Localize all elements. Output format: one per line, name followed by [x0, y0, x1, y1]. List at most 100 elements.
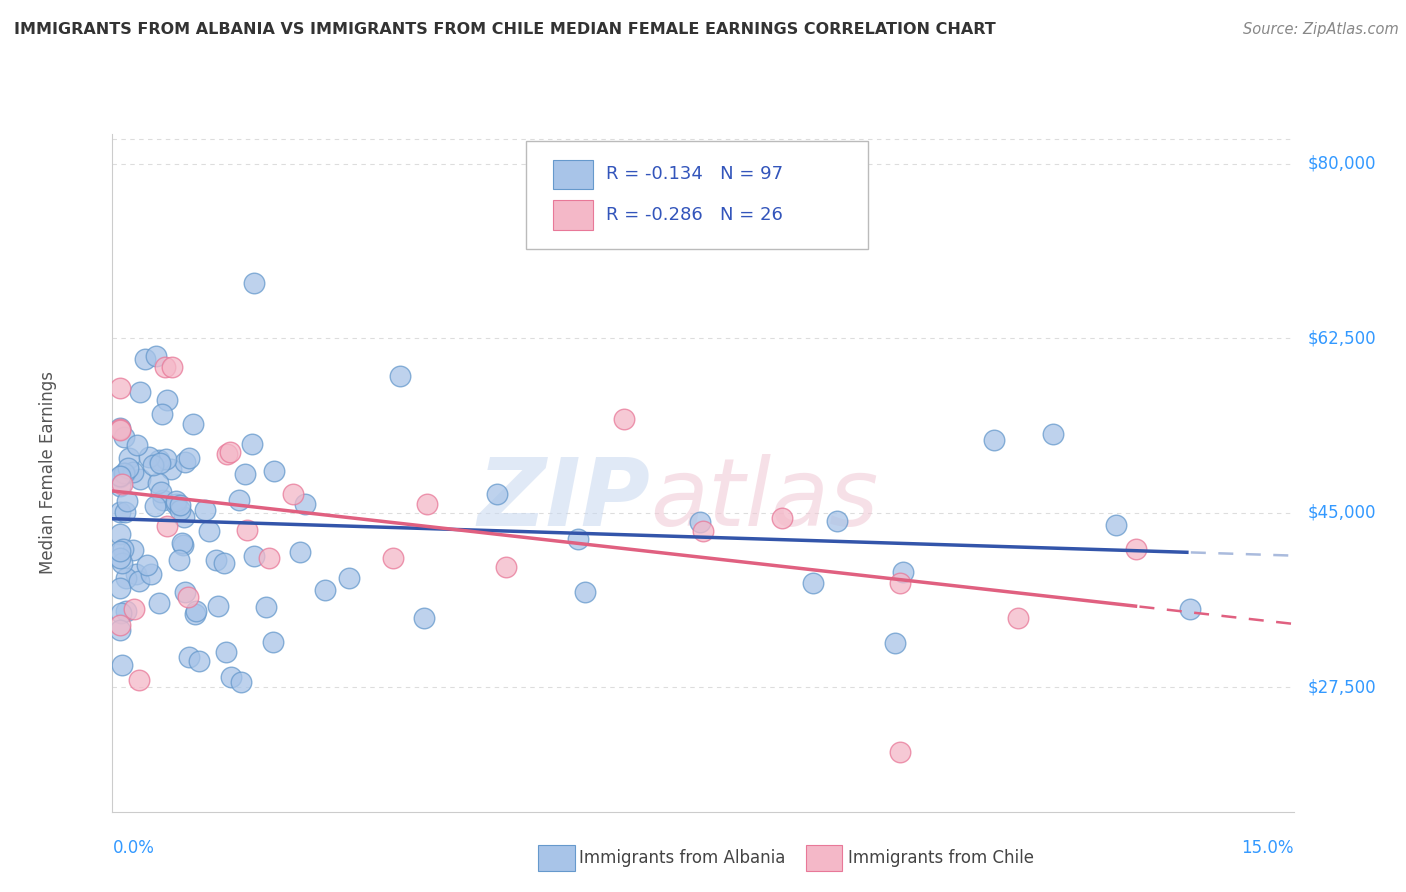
Point — [156, 392, 179, 407]
Point — [110, 504, 132, 518]
Point — [143, 499, 166, 513]
Point — [883, 636, 905, 650]
Point — [174, 455, 197, 469]
Point — [214, 645, 236, 659]
Point — [110, 469, 132, 483]
Point — [112, 430, 135, 444]
Point — [111, 556, 134, 570]
Point — [138, 450, 160, 464]
Point — [228, 492, 250, 507]
Point — [242, 549, 264, 563]
Point — [118, 451, 141, 466]
Point — [150, 407, 173, 421]
Point — [1125, 541, 1147, 556]
FancyBboxPatch shape — [553, 200, 593, 230]
Point — [110, 469, 132, 483]
Point — [110, 423, 132, 437]
Point — [110, 617, 132, 632]
Point — [165, 497, 187, 511]
Point — [177, 451, 200, 466]
Point — [110, 479, 132, 493]
Point — [177, 590, 200, 604]
Point — [825, 515, 848, 529]
Point — [172, 538, 194, 552]
Point — [155, 518, 177, 533]
Point — [889, 745, 911, 759]
Point — [567, 532, 589, 546]
Point — [117, 461, 139, 475]
Point — [114, 467, 136, 481]
Point — [254, 600, 277, 615]
Point — [110, 527, 132, 541]
Point — [1007, 610, 1029, 624]
Point — [770, 511, 793, 525]
Text: ZIP: ZIP — [477, 454, 650, 546]
Text: R = -0.286   N = 26: R = -0.286 N = 26 — [606, 206, 783, 224]
Text: atlas: atlas — [650, 454, 879, 545]
Point — [148, 475, 170, 490]
Point — [194, 503, 217, 517]
Point — [110, 606, 132, 620]
Point — [112, 542, 135, 557]
Point — [243, 277, 266, 291]
Point — [692, 524, 714, 539]
Point — [281, 487, 304, 501]
Point — [110, 381, 132, 395]
Text: 15.0%: 15.0% — [1241, 838, 1294, 857]
Point — [112, 467, 135, 481]
Point — [142, 458, 165, 473]
Text: Median Female Earnings: Median Female Earnings — [38, 371, 56, 574]
Point — [169, 503, 191, 517]
Point — [205, 553, 228, 567]
Point — [257, 551, 280, 566]
Point — [262, 635, 284, 649]
Point — [1105, 518, 1128, 533]
Point — [495, 560, 517, 574]
Text: 0.0%: 0.0% — [112, 838, 155, 857]
Point — [889, 576, 911, 591]
Point — [184, 604, 207, 618]
Point — [236, 523, 259, 537]
Text: Immigrants from Albania: Immigrants from Albania — [579, 849, 786, 867]
Point — [149, 456, 172, 470]
Point — [263, 464, 285, 478]
Point — [983, 433, 1005, 447]
Point — [198, 524, 221, 539]
Text: Immigrants from Chile: Immigrants from Chile — [848, 849, 1033, 867]
FancyBboxPatch shape — [553, 160, 593, 189]
Point — [229, 675, 252, 690]
Point — [1178, 601, 1201, 615]
Point — [155, 451, 177, 466]
Point — [181, 417, 204, 431]
Point — [110, 581, 132, 595]
Point — [111, 658, 134, 673]
Point — [150, 484, 173, 499]
Point — [1042, 426, 1064, 441]
Text: $80,000: $80,000 — [1308, 154, 1376, 173]
Point — [160, 359, 183, 374]
Point — [219, 670, 242, 684]
Text: $62,500: $62,500 — [1308, 329, 1376, 347]
Point — [165, 493, 187, 508]
Point — [153, 359, 176, 374]
Point — [177, 649, 200, 664]
Point — [891, 566, 914, 580]
Point — [110, 544, 132, 558]
Point — [128, 574, 150, 588]
Point — [129, 385, 152, 400]
Point — [314, 583, 336, 598]
Point — [486, 486, 509, 500]
Point — [110, 624, 132, 638]
Point — [145, 349, 167, 363]
Text: $27,500: $27,500 — [1308, 678, 1376, 696]
Point — [159, 462, 181, 476]
Point — [114, 571, 136, 585]
Text: IMMIGRANTS FROM ALBANIA VS IMMIGRANTS FROM CHILE MEDIAN FEMALE EARNINGS CORRELAT: IMMIGRANTS FROM ALBANIA VS IMMIGRANTS FR… — [14, 22, 995, 37]
Point — [388, 369, 411, 384]
Point — [801, 576, 824, 591]
Point — [128, 673, 150, 687]
Text: R = -0.134   N = 97: R = -0.134 N = 97 — [606, 166, 783, 184]
Point — [124, 602, 146, 616]
Point — [217, 447, 239, 461]
Point — [337, 571, 360, 585]
